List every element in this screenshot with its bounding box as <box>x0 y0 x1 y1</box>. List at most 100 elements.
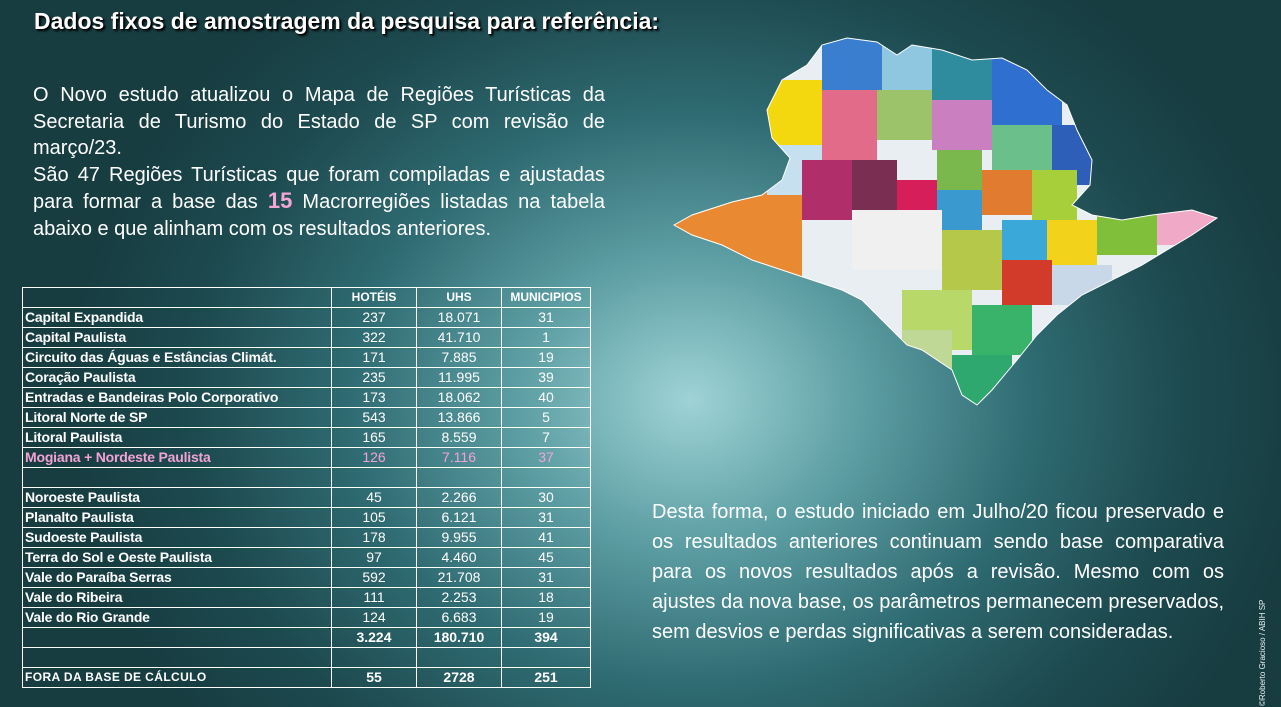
table-cell-value <box>331 647 417 668</box>
table-row: Coração Paulista 235 11.995 39 <box>22 367 591 388</box>
table-cell-region: Terra do Sol e Oeste Paulista <box>22 547 332 568</box>
page-title: Dados fixos de amostragem da pesquisa pa… <box>34 8 660 34</box>
table-fora-row: FORA DA BASE DE CÁLCULO 55 2728 251 <box>22 667 591 688</box>
table-cell-region: Vale do Paraíba Serras <box>22 567 332 588</box>
table-cell-value: 45 <box>331 487 417 508</box>
table-cell-value: 37 <box>501 447 591 468</box>
table-cell-value: 592 <box>331 567 417 588</box>
table-row: Terra do Sol e Oeste Paulista 97 4.460 45 <box>22 547 591 568</box>
table-cell-region: Vale do Rio Grande <box>22 607 332 628</box>
map-region <box>952 355 1012 405</box>
conclusion-text: Desta forma, o estudo iniciado em Julho/… <box>652 501 1224 643</box>
table-cell-value: 7.116 <box>416 447 502 468</box>
table-cell-value: 31 <box>501 567 591 588</box>
table-row: Vale do Ribeira 111 2.253 18 <box>22 587 591 608</box>
table-row: Litoral Paulista 165 8.559 7 <box>22 427 591 448</box>
table-cell-value: 171 <box>331 347 417 368</box>
table-row: Vale do Paraíba Serras 592 21.708 31 <box>22 567 591 588</box>
table-cell-value: 31 <box>501 507 591 528</box>
table-cell-value: 8.559 <box>416 427 502 448</box>
table-row: Planalto Paulista 105 6.121 31 <box>22 507 591 528</box>
table-cell-value <box>331 467 417 488</box>
table-row: Noroeste Paulista 45 2.266 30 <box>22 487 591 508</box>
table-cell-value: 105 <box>331 507 417 528</box>
map-region <box>762 80 822 150</box>
table-cell-value: 40 <box>501 387 591 408</box>
table-cell-value: 9.955 <box>416 527 502 548</box>
table-cell-value: 13.866 <box>416 407 502 428</box>
table-cell-value <box>501 647 591 668</box>
header-uhs: UHS <box>416 287 502 308</box>
regions-table: HOTÉIS UHS MUNICIPIOS Capital Expandida 2… <box>22 287 591 688</box>
table-cell-value: 19 <box>501 347 591 368</box>
intro-paragraph-1: O Novo estudo atualizou o Mapa de Regiõe… <box>33 84 605 159</box>
table-cell-region: Litoral Paulista <box>22 427 332 448</box>
table-cell-value: 165 <box>331 427 417 448</box>
table-cell-region: Circuito das Águas e Estâncias Climát. <box>22 347 332 368</box>
map-region <box>982 170 1032 215</box>
table-cell-region: Litoral Norte de SP <box>22 407 332 428</box>
table-cell-region: Vale do Ribeira <box>22 587 332 608</box>
intro-paragraph-2: São 47 Regiões Turísticas que foram comp… <box>33 163 605 240</box>
header-hoteis: HOTÉIS <box>331 287 417 308</box>
table-cell-value: 2728 <box>416 667 502 688</box>
map-region <box>1032 170 1077 220</box>
table-cell-value: 4.460 <box>416 547 502 568</box>
table-cell-region <box>22 627 332 648</box>
table-cell-value: 3.224 <box>331 627 417 648</box>
table-total-row: 3.224 180.710 394 <box>22 627 591 648</box>
table-cell-value: 41 <box>501 527 591 548</box>
table-cell-value: 178 <box>331 527 417 548</box>
table-row: Capital Paulista 322 41.710 1 <box>22 327 591 348</box>
table-cell-value <box>501 467 591 488</box>
table-row: Vale do Rio Grande 124 6.683 19 <box>22 607 591 628</box>
table-cell-value: 7.885 <box>416 347 502 368</box>
table-cell-value: 235 <box>331 367 417 388</box>
table-cell-value: 41.710 <box>416 327 502 348</box>
table-row: Sudoeste Paulista 178 9.955 41 <box>22 527 591 548</box>
map-region <box>1002 220 1047 260</box>
table-cell-region: Sudoeste Paulista <box>22 527 332 548</box>
table-spacer-row <box>22 647 591 668</box>
table-cell-value: 111 <box>331 587 417 608</box>
map-region <box>972 305 1032 355</box>
table-cell-region <box>22 647 332 668</box>
intro-text: O Novo estudo atualizou o Mapa de Regiõe… <box>33 82 605 242</box>
table-cell-value: 18.062 <box>416 387 502 408</box>
map-region <box>822 90 877 160</box>
header-region <box>22 287 332 308</box>
map-region <box>1157 205 1217 245</box>
map-region <box>992 125 1052 170</box>
map-region <box>1047 220 1097 265</box>
table-cell-value: 30 <box>501 487 591 508</box>
table-cell-value: 543 <box>331 407 417 428</box>
map-region <box>942 230 1002 290</box>
table-row: Entradas e Bandeiras Polo Corporativo 173… <box>22 387 591 408</box>
table-row: Circuito das Águas e Estâncias Climát. 17… <box>22 347 591 368</box>
map-region <box>802 160 852 220</box>
table-row: Mogiana + Nordeste Paulista 126 7.116 37 <box>22 447 591 468</box>
table-cell-region: Mogiana + Nordeste Paulista <box>22 447 332 468</box>
table-cell-region: Capital Paulista <box>22 327 332 348</box>
photo-credit: ©Roberto Gracioso / ABIH SP <box>1258 599 1267 706</box>
table-cell-value: 7 <box>501 427 591 448</box>
table-cell-value: 97 <box>331 547 417 568</box>
map-region <box>992 55 1062 125</box>
table-cell-value: 11.995 <box>416 367 502 388</box>
table-cell-value: 126 <box>331 447 417 468</box>
table-row: Litoral Norte de SP 543 13.866 5 <box>22 407 591 428</box>
table-row <box>22 467 591 488</box>
table-cell-value: 55 <box>331 667 417 688</box>
table-cell-value: 21.708 <box>416 567 502 588</box>
table-cell-region: FORA DA BASE DE CÁLCULO <box>22 667 332 688</box>
map-region <box>937 190 982 235</box>
header-municipios: MUNICIPIOS <box>501 287 591 308</box>
table-cell-value: 5 <box>501 407 591 428</box>
map-region <box>932 100 992 150</box>
table-cell-region: Noroeste Paulista <box>22 487 332 508</box>
map-region <box>877 90 932 140</box>
table-cell-value: 180.710 <box>416 627 502 648</box>
table-row: Capital Expandida 237 18.071 31 <box>22 307 591 328</box>
table-cell-value: 6.683 <box>416 607 502 628</box>
table-cell-region: Planalto Paulista <box>22 507 332 528</box>
